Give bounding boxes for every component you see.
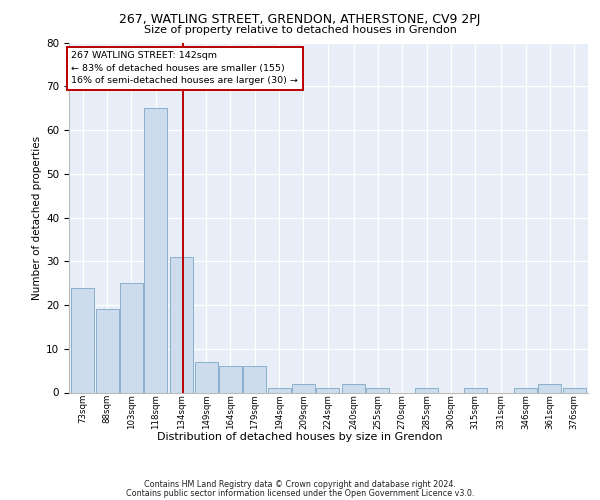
Bar [219, 366, 242, 392]
Text: 267 WATLING STREET: 142sqm
← 83% of detached houses are smaller (155)
16% of sem: 267 WATLING STREET: 142sqm ← 83% of deta… [71, 52, 298, 86]
Bar [243, 366, 266, 392]
Text: 267, WATLING STREET, GRENDON, ATHERSTONE, CV9 2PJ: 267, WATLING STREET, GRENDON, ATHERSTONE… [119, 12, 481, 26]
Text: Contains public sector information licensed under the Open Government Licence v3: Contains public sector information licen… [126, 488, 474, 498]
Bar [268, 388, 290, 392]
Bar [342, 384, 365, 392]
Bar [538, 384, 562, 392]
Bar [464, 388, 487, 392]
Text: Distribution of detached houses by size in Grendon: Distribution of detached houses by size … [157, 432, 443, 442]
Bar [95, 310, 119, 392]
Text: Contains HM Land Registry data © Crown copyright and database right 2024.: Contains HM Land Registry data © Crown c… [144, 480, 456, 489]
Bar [563, 388, 586, 392]
Bar [316, 388, 339, 392]
Y-axis label: Number of detached properties: Number of detached properties [32, 136, 42, 300]
Bar [170, 257, 193, 392]
Bar [292, 384, 315, 392]
Text: Size of property relative to detached houses in Grendon: Size of property relative to detached ho… [143, 25, 457, 35]
Bar [194, 362, 218, 392]
Bar [367, 388, 389, 392]
Bar [514, 388, 537, 392]
Bar [415, 388, 438, 392]
Bar [144, 108, 167, 393]
Bar [71, 288, 94, 393]
Bar [120, 283, 143, 393]
